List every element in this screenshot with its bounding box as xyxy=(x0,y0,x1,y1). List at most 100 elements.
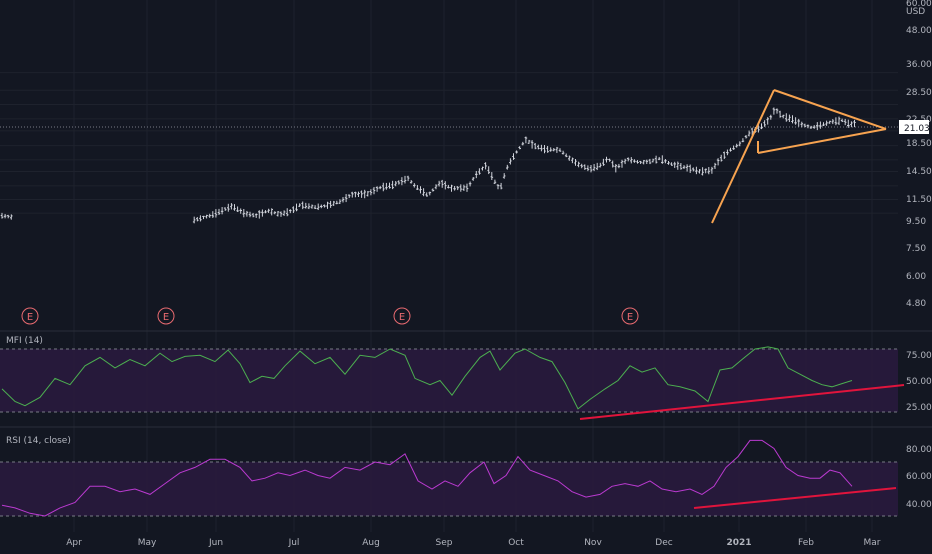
price-bar xyxy=(456,186,459,191)
price-bar xyxy=(599,162,602,168)
price-bar xyxy=(227,203,230,212)
price-bar xyxy=(800,121,804,128)
price-bar xyxy=(444,181,447,190)
price-bar xyxy=(809,125,813,129)
price-bar xyxy=(760,123,763,130)
price-bar xyxy=(394,181,397,187)
price-axis[interactable]: 60.00 USD 48.00 36.00 28.50 22.50 18.50 … xyxy=(899,0,932,309)
price-bar xyxy=(595,162,599,171)
pattern-upper-line[interactable] xyxy=(773,89,887,130)
price-bar xyxy=(273,211,277,215)
price-bar xyxy=(378,185,382,190)
price-bar xyxy=(794,117,797,125)
earnings-markers[interactable]: E E E E xyxy=(21,307,639,325)
earnings-marker[interactable]: E xyxy=(157,307,175,325)
price-bar xyxy=(747,130,751,137)
price-tick-label: 28.50 xyxy=(906,88,932,98)
price-bar xyxy=(738,141,742,147)
price-bar xyxy=(589,165,593,173)
earnings-marker[interactable]: E xyxy=(621,307,639,325)
price-bar xyxy=(323,204,326,208)
mfi-line[interactable] xyxy=(1,346,853,410)
price-bar xyxy=(292,206,295,213)
price-bar xyxy=(419,186,422,194)
rsi-line[interactable] xyxy=(1,439,853,517)
rsi-tick-label: 40.00 xyxy=(906,500,932,510)
price-bar xyxy=(630,157,633,164)
price-bar xyxy=(409,180,413,184)
price-bar xyxy=(310,204,314,209)
price-bar xyxy=(537,144,540,150)
price-bar xyxy=(282,210,286,216)
rsi-title[interactable]: RSI (14, close) xyxy=(6,436,71,446)
pattern-rise-line[interactable] xyxy=(711,89,775,224)
mfi-tick-label: 50.00 xyxy=(906,377,932,387)
price-bar xyxy=(490,172,494,181)
price-bar xyxy=(295,203,298,212)
price-bar xyxy=(847,119,850,128)
price-bar xyxy=(636,160,639,164)
earnings-marker[interactable]: E xyxy=(21,307,39,325)
price-bar xyxy=(568,155,571,161)
price-bar xyxy=(695,166,698,175)
price-bar xyxy=(196,217,199,222)
price-bar xyxy=(499,182,503,190)
mfi-pane[interactable]: MFI (14) 75.00 50.00 25.00 xyxy=(0,336,932,420)
rsi-tick-label: 60.00 xyxy=(906,472,932,482)
price-bar xyxy=(657,156,661,161)
price-bar xyxy=(654,155,658,164)
rsi-band xyxy=(0,462,898,516)
price-bar xyxy=(453,186,456,191)
price-bar xyxy=(289,209,292,214)
price-bar xyxy=(254,213,258,218)
price-bar xyxy=(434,184,438,190)
price-bar xyxy=(313,205,317,209)
price-bar xyxy=(341,197,345,203)
price-bar xyxy=(611,160,614,168)
price-bar xyxy=(307,203,311,210)
price-bar xyxy=(812,125,816,129)
price-bar xyxy=(797,118,800,127)
price-bar xyxy=(397,180,401,185)
earnings-marker[interactable]: E xyxy=(393,307,411,325)
last-price-label: 21.03 xyxy=(904,124,930,134)
price-bar xyxy=(617,163,621,169)
price-bar xyxy=(214,209,218,218)
price-bar xyxy=(304,202,308,209)
price-bar xyxy=(816,122,819,131)
price-bar xyxy=(692,167,695,172)
price-bar xyxy=(781,114,785,119)
price-bar xyxy=(574,159,577,166)
price-bar xyxy=(220,207,224,215)
price-bar xyxy=(549,147,552,152)
price-bar xyxy=(583,164,587,170)
rsi-pane[interactable]: RSI (14, close) 80.00 60.00 40.00 xyxy=(0,436,932,517)
mfi-trendline[interactable] xyxy=(579,384,905,420)
triangle-pattern-drawing[interactable] xyxy=(711,89,887,224)
price-bar xyxy=(750,127,754,136)
price-bar xyxy=(385,182,388,190)
time-tick-label: 2021 xyxy=(726,538,751,548)
price-bar xyxy=(338,199,342,205)
price-bar xyxy=(614,164,618,173)
price-bar xyxy=(298,203,301,207)
earnings-marker-label: E xyxy=(27,312,33,323)
price-bar xyxy=(682,165,686,169)
price-bar xyxy=(326,201,329,209)
time-tick-label: Oct xyxy=(508,538,524,548)
time-tick-label: Feb xyxy=(798,538,814,548)
time-tick-label: Dec xyxy=(655,538,672,548)
price-bar xyxy=(837,116,841,126)
pattern-lower-line[interactable] xyxy=(757,128,887,154)
mfi-title[interactable]: MFI (14) xyxy=(6,336,43,346)
price-bar xyxy=(375,186,379,192)
price-bar xyxy=(369,189,373,196)
rsi-trendline[interactable] xyxy=(693,487,897,509)
price-pane[interactable]: E E E E 60.00 USD 48.00 36.00 28.50 22.5… xyxy=(0,0,932,325)
price-bar xyxy=(530,140,534,149)
price-bar xyxy=(351,191,354,198)
time-axis[interactable]: Apr May Jun Jul Aug Sep Oct Nov Dec 2021… xyxy=(66,538,881,548)
price-bar xyxy=(440,179,444,188)
